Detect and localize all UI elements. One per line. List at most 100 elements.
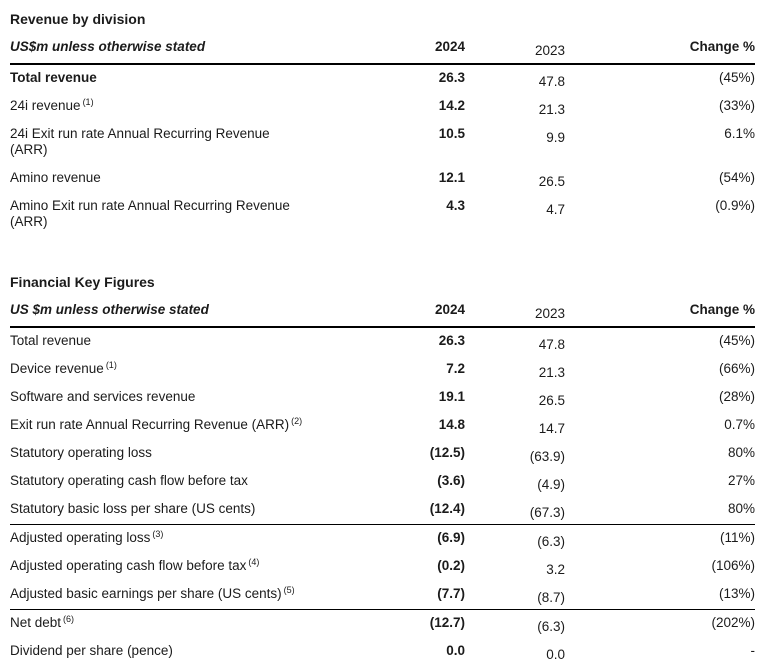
unit-label: US$m unless otherwise stated bbox=[10, 39, 325, 65]
value-change: (54%) bbox=[718, 170, 755, 185]
table-row: Device revenue (1) 7.2 21.3 (66%) bbox=[10, 356, 755, 384]
row-label-text: 24i Exit run rate Annual Recurring Reven… bbox=[10, 126, 270, 157]
value-2024: 10.5 bbox=[438, 126, 465, 141]
table-row: Statutory operating cash flow before tax… bbox=[10, 468, 755, 496]
value-2024: (3.6) bbox=[437, 473, 465, 488]
row-label: Amino Exit run rate Annual Recurring Rev… bbox=[10, 193, 325, 237]
value-2023: 3.2 bbox=[546, 562, 565, 577]
row-label: Amino revenue bbox=[10, 165, 325, 193]
unit-label: US $m unless otherwise stated bbox=[10, 302, 325, 328]
row-label-text: Net debt bbox=[10, 615, 62, 630]
row-label: 24i Exit run rate Annual Recurring Reven… bbox=[10, 121, 325, 165]
value-change: 6.1% bbox=[724, 126, 755, 141]
row-label: Statutory basic loss per share (US cents… bbox=[10, 496, 325, 525]
value-change: 80% bbox=[727, 501, 755, 516]
row-label-text: Dividend per share (pence) bbox=[10, 643, 173, 658]
table-row: Exit run rate Annual Recurring Revenue (… bbox=[10, 412, 755, 440]
value-2023: 4.7 bbox=[546, 202, 565, 217]
value-2023: 47.8 bbox=[538, 74, 565, 89]
table-row: Adjusted operating loss (3) (6.9) (6.3) (… bbox=[10, 524, 755, 553]
row-label-text: Exit run rate Annual Recurring Revenue (… bbox=[10, 417, 290, 432]
value-change: (13%) bbox=[718, 586, 755, 601]
value-change: (66%) bbox=[718, 361, 755, 376]
value-2023: 0.0 bbox=[546, 647, 565, 662]
value-2024: (12.7) bbox=[325, 609, 465, 638]
value-change: (33%) bbox=[718, 98, 755, 113]
table-row: Total revenue 26.3 47.8 (45%) bbox=[10, 327, 755, 356]
value-change: (0.9%) bbox=[715, 198, 755, 213]
row-label-text: Amino Exit run rate Annual Recurring Rev… bbox=[10, 198, 290, 229]
table-row: Amino revenue 12.1 26.5 (54%) bbox=[10, 165, 755, 193]
row-label: Dividend per share (pence) bbox=[10, 638, 325, 666]
value-2024: 26.3 bbox=[438, 70, 465, 85]
value-change: (45%) bbox=[718, 333, 755, 348]
table-row: Statutory operating loss (12.5) (63.9) 8… bbox=[10, 440, 755, 468]
row-label: Exit run rate Annual Recurring Revenue (… bbox=[10, 412, 325, 440]
value-2024: (7.7) bbox=[437, 586, 465, 601]
value-2024: (0.2) bbox=[437, 558, 465, 573]
value-2024: 4.3 bbox=[446, 198, 465, 213]
value-change: 80% bbox=[727, 445, 755, 460]
row-label-text: Statutory operating loss bbox=[10, 445, 152, 460]
value-2023: 47.8 bbox=[538, 337, 565, 352]
table-row: Total revenue 26.3 47.8 (45%) bbox=[10, 64, 755, 93]
table-row: Adjusted operating cash flow before tax (… bbox=[10, 553, 755, 581]
row-label: Software and services revenue bbox=[10, 384, 325, 412]
value-2024: 0.0 bbox=[446, 643, 465, 658]
footnote-marker: (6) bbox=[63, 613, 75, 624]
value-2024: 14.2 bbox=[438, 98, 465, 113]
revenue-by-division-section: Revenue by division US$m unless otherwis… bbox=[10, 11, 779, 237]
table-row: 24i Exit run rate Annual Recurring Reven… bbox=[10, 121, 755, 165]
value-2023: (6.3) bbox=[465, 609, 565, 638]
column-header-change: Change % bbox=[565, 39, 755, 65]
column-header-change: Change % bbox=[565, 302, 755, 328]
table-row: Amino Exit run rate Annual Recurring Rev… bbox=[10, 193, 755, 237]
row-label: Net debt (6) bbox=[10, 609, 325, 638]
value-2023: (6.3) bbox=[465, 524, 565, 553]
value-2024: 14.8 bbox=[438, 417, 465, 432]
value-2024: (6.9) bbox=[325, 524, 465, 553]
section-title-revenue-by-division: Revenue by division bbox=[10, 11, 146, 27]
row-label-text: Total revenue bbox=[10, 333, 92, 348]
column-header-2023: 2023 bbox=[465, 39, 565, 65]
value-2023: (4.9) bbox=[537, 477, 565, 492]
footnote-marker: (2) bbox=[291, 415, 303, 426]
row-label: Adjusted operating loss (3) bbox=[10, 524, 325, 553]
value-change: (202%) bbox=[565, 609, 755, 638]
row-label: Statutory operating cash flow before tax bbox=[10, 468, 325, 496]
table-header-row: US $m unless otherwise stated 2024 2023 … bbox=[10, 302, 755, 328]
value-2024: 19.1 bbox=[438, 389, 465, 404]
column-header-2024: 2024 bbox=[325, 302, 465, 328]
value-2023: (63.9) bbox=[529, 449, 565, 464]
value-2024: 7.2 bbox=[446, 361, 465, 376]
value-change: (106%) bbox=[711, 558, 755, 573]
value-change: - bbox=[750, 643, 756, 658]
value-2023: 21.3 bbox=[538, 102, 565, 117]
row-label-text: Adjusted operating cash flow before tax bbox=[10, 558, 247, 573]
footnote-marker: (3) bbox=[152, 528, 164, 539]
footnote-marker: (1) bbox=[82, 96, 94, 107]
row-label: 24i revenue (1) bbox=[10, 93, 325, 121]
value-2024: (12.4) bbox=[429, 501, 465, 516]
table-row: Statutory basic loss per share (US cents… bbox=[10, 496, 755, 525]
row-label-text: Device revenue bbox=[10, 361, 104, 376]
value-2024: 26.3 bbox=[438, 333, 465, 348]
value-2023: 26.5 bbox=[538, 393, 565, 408]
row-label-text: Total revenue bbox=[10, 70, 97, 85]
column-header-2023: 2023 bbox=[465, 302, 565, 328]
row-label-text: Statutory basic loss per share (US cents… bbox=[10, 501, 256, 516]
table-header-row: US$m unless otherwise stated 2024 2023 C… bbox=[10, 39, 755, 65]
row-label: Adjusted basic earnings per share (US ce… bbox=[10, 581, 325, 610]
value-change: 27% bbox=[727, 473, 755, 488]
value-2023: 21.3 bbox=[538, 365, 565, 380]
revenue-by-division-table: US$m unless otherwise stated 2024 2023 C… bbox=[10, 39, 755, 237]
table-row: 24i revenue (1) 14.2 21.3 (33%) bbox=[10, 93, 755, 121]
footnote-marker: (5) bbox=[283, 584, 295, 595]
table-row: Adjusted basic earnings per share (US ce… bbox=[10, 581, 755, 610]
value-2023: (8.7) bbox=[537, 590, 565, 605]
section-title-financial-key-figures: Financial Key Figures bbox=[10, 274, 155, 290]
row-label: Total revenue bbox=[10, 64, 325, 93]
row-label-text: 24i revenue bbox=[10, 98, 81, 113]
row-label: Statutory operating loss bbox=[10, 440, 325, 468]
